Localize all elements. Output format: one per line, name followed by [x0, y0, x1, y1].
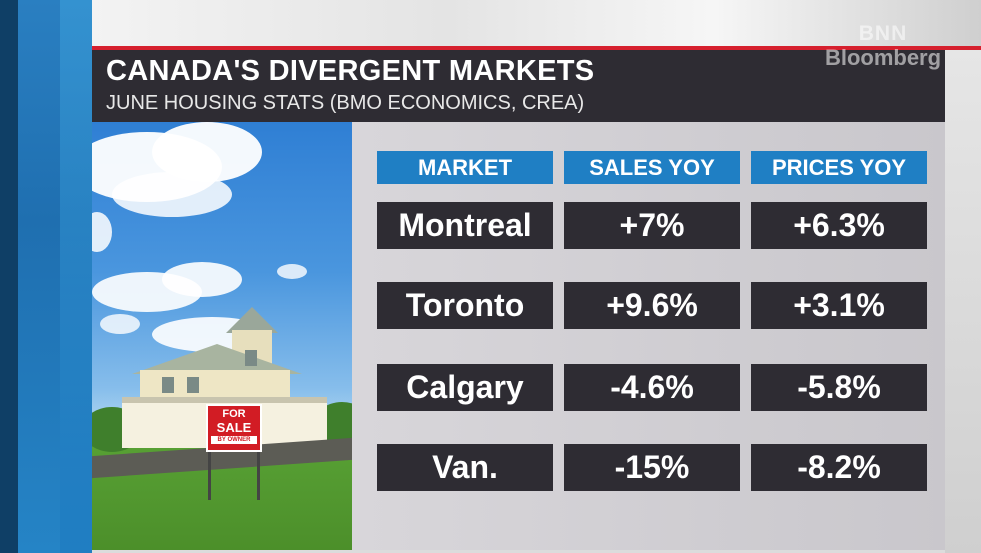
- house-window: [245, 350, 257, 366]
- housing-stats-table: MARKET SALES YOY PRICES YOY Montreal +7%…: [352, 122, 945, 550]
- sales-yoy-cell-calgary: -4.6%: [564, 364, 740, 411]
- sales-yoy-cell-vancouver: -15%: [564, 444, 740, 491]
- column-header-sales-yoy: SALES YOY: [564, 151, 740, 184]
- cloud: [100, 314, 140, 334]
- page-subtitle: JUNE HOUSING STATS (BMO ECONOMICS, CREA): [106, 92, 585, 114]
- cloud: [162, 262, 242, 297]
- logo-line-2: Bloomberg: [824, 45, 942, 70]
- column-header-prices-yoy: PRICES YOY: [751, 151, 927, 184]
- cloud: [112, 172, 232, 217]
- sign-line-3: BY OWNER: [211, 436, 257, 444]
- cloud: [92, 212, 112, 252]
- red-accent-line: [92, 46, 981, 50]
- prices-yoy-cell-montreal: +6.3%: [751, 202, 927, 249]
- prices-yoy-cell-calgary: -5.8%: [751, 364, 927, 411]
- top-background: [92, 0, 981, 46]
- house-window: [187, 377, 199, 393]
- sign-post: [257, 452, 260, 500]
- bnn-bloomberg-logo: BNN Bloomberg: [808, 22, 958, 70]
- cloud: [277, 264, 307, 279]
- right-background: [945, 46, 981, 553]
- house-window: [162, 377, 174, 393]
- column-header-market: MARKET: [377, 151, 553, 184]
- page-title: CANADA'S DIVERGENT MARKETS: [106, 55, 595, 87]
- lower-third-header: CANADA'S DIVERGENT MARKETS JUNE HOUSING …: [92, 50, 945, 122]
- market-cell-montreal: Montreal: [377, 202, 553, 249]
- tower-roof: [226, 307, 278, 333]
- sign-line-2: SALE: [216, 420, 252, 435]
- logo-line-1: BNN: [858, 22, 908, 45]
- market-cell-vancouver: Van.: [377, 444, 553, 491]
- left-light-stripe: [60, 0, 92, 553]
- house-roof: [132, 344, 302, 374]
- left-dark-edge: [0, 0, 18, 553]
- market-cell-toronto: Toronto: [377, 282, 553, 329]
- market-cell-calgary: Calgary: [377, 364, 553, 411]
- for-sale-sign: FOR SALE BY OWNER: [206, 404, 262, 452]
- prices-yoy-cell-toronto: +3.1%: [751, 282, 927, 329]
- house-for-sale-photo: FOR SALE BY OWNER: [92, 122, 352, 550]
- prices-yoy-cell-vancouver: -8.2%: [751, 444, 927, 491]
- sales-yoy-cell-toronto: +9.6%: [564, 282, 740, 329]
- sign-post: [208, 452, 211, 500]
- sign-line-1: FOR: [222, 408, 246, 420]
- sales-yoy-cell-montreal: +7%: [564, 202, 740, 249]
